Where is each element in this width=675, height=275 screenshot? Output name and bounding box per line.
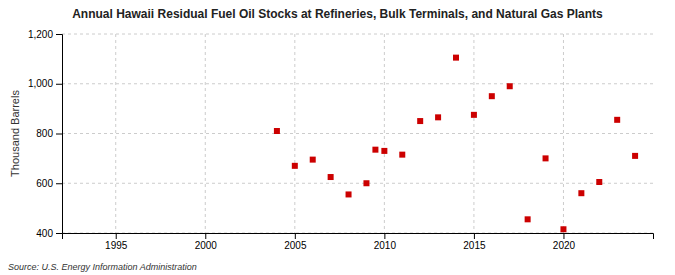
plot-area: 1995 2000 2005 2010 2015 2020 400 600 800 1,000 1,… xyxy=(28,29,654,251)
grid-line xyxy=(205,34,206,233)
y-axis: 400 600 800 1,000 1,200 xyxy=(28,29,63,239)
point xyxy=(614,117,620,123)
tick-mark xyxy=(56,233,62,234)
point xyxy=(560,226,566,232)
tick: 400 xyxy=(36,228,62,239)
point xyxy=(435,114,441,120)
tick-mark xyxy=(56,84,62,85)
point xyxy=(274,128,280,134)
point xyxy=(399,152,405,158)
grid-line xyxy=(473,34,474,233)
tick-label: 1995 xyxy=(105,240,128,251)
tick-label: 600 xyxy=(36,178,53,189)
tick-mark xyxy=(56,34,62,35)
tick-label: 1,000 xyxy=(28,78,53,89)
point xyxy=(372,147,378,153)
tick-mark xyxy=(116,233,117,239)
title: Annual Hawaii Residual Fuel Oil Stocks a… xyxy=(72,7,603,21)
point xyxy=(292,163,298,169)
tick-label: 2020 xyxy=(553,240,576,251)
point xyxy=(417,118,423,124)
points xyxy=(274,55,638,233)
grid-line xyxy=(62,133,653,134)
grid-line xyxy=(62,183,653,184)
point xyxy=(525,216,531,222)
tick-label: 800 xyxy=(36,128,53,139)
tick: 2000 xyxy=(195,233,218,251)
point xyxy=(310,157,316,163)
tick: 1,200 xyxy=(28,29,62,40)
x-axis: 1995 2000 2005 2010 2015 2020 xyxy=(63,233,654,251)
grid xyxy=(62,34,653,233)
point xyxy=(328,174,334,180)
tick: 2010 xyxy=(374,233,397,251)
tick-mark xyxy=(384,233,385,239)
tick-label: 1,200 xyxy=(28,29,53,40)
point xyxy=(363,180,369,186)
tick: 600 xyxy=(36,178,62,189)
y-axis-label: Thousand Barrels xyxy=(9,90,21,177)
tick-mark xyxy=(56,183,62,184)
tick: 1995 xyxy=(105,233,128,251)
point xyxy=(489,93,495,99)
tick: 2015 xyxy=(463,233,486,251)
tick: 2020 xyxy=(553,233,576,251)
point xyxy=(543,155,549,161)
point xyxy=(507,83,513,89)
tick-mark xyxy=(295,233,296,239)
tick-mark xyxy=(205,233,206,239)
point xyxy=(346,191,352,197)
tick-mark xyxy=(474,233,475,239)
tick-mark xyxy=(56,134,62,135)
annotation: Source: U.S. Energy Information Administ… xyxy=(8,262,197,272)
grid-line xyxy=(563,34,564,233)
grid-line xyxy=(115,34,116,233)
grid-line xyxy=(62,34,653,35)
grid-line xyxy=(384,34,385,233)
point xyxy=(632,153,638,159)
point xyxy=(381,148,387,154)
tick: 800 xyxy=(36,128,62,139)
tick-label: 2015 xyxy=(463,240,486,251)
tick: 1,000 xyxy=(28,78,62,89)
tick-label: 2010 xyxy=(374,240,397,251)
point xyxy=(453,55,459,61)
axis-line xyxy=(63,234,654,240)
point xyxy=(596,179,602,185)
chart: 1995 2000 2005 2010 2015 2020 400 600 800 1,000 1,… xyxy=(0,0,675,275)
grid-line xyxy=(62,83,653,84)
tick-label: 2000 xyxy=(195,240,218,251)
tick-label: 2005 xyxy=(284,240,307,251)
point xyxy=(578,190,584,196)
axis-line xyxy=(56,35,63,234)
point xyxy=(471,112,477,118)
tick-label: 400 xyxy=(36,228,53,239)
tick: 2005 xyxy=(284,233,307,251)
grid-line xyxy=(294,34,295,233)
tick-mark xyxy=(563,233,564,239)
